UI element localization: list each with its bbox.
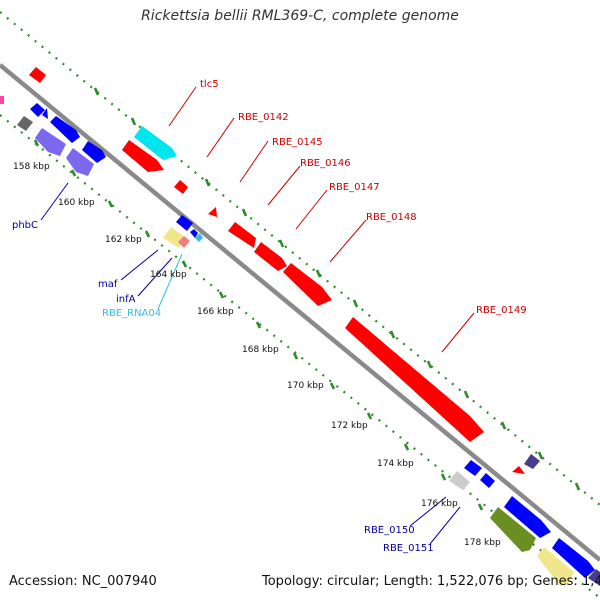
outer-guide-upper	[0, 11, 600, 506]
gene-rbe0147[interactable]	[228, 222, 256, 248]
gene-tlc5-trna[interactable]	[134, 126, 177, 160]
genome-backbone	[0, 63, 600, 562]
gene-blue-176[interactable]	[504, 496, 551, 538]
tick-label: 174 kbp	[377, 459, 414, 469]
gene-label-tlc5[interactable]: tlc5	[200, 79, 219, 90]
accession-value: NC_007940	[81, 574, 157, 589]
gene-label-infa[interactable]: infA	[116, 294, 136, 305]
gene-rbe0148a[interactable]	[254, 242, 287, 271]
gene-label-rbe0142[interactable]: RBE_0142	[238, 112, 289, 123]
gene-blue-infA[interactable]	[190, 229, 198, 238]
gene-cyan-rna[interactable]	[195, 233, 203, 242]
tick-label: 160 kbp	[58, 198, 95, 208]
gene-label-rbe0146[interactable]: RBE_0146	[300, 158, 351, 169]
gene-label-rbe0149[interactable]: RBE_0149	[476, 305, 527, 316]
forward-leaders	[168, 86, 475, 353]
gene-label-rbe0147[interactable]: RBE_0147	[329, 182, 380, 193]
gene-rbe0145[interactable]	[174, 180, 188, 194]
page-title: Rickettsia bellii RML369-C, complete gen…	[141, 8, 459, 24]
gene-label-rbe0145[interactable]: RBE_0145	[272, 137, 323, 148]
gene-rbe0146[interactable]	[208, 207, 217, 217]
gene-yellow-180[interactable]	[537, 547, 574, 586]
genes-value: 1,469	[581, 574, 600, 589]
tick-label: 178 kbp	[464, 538, 501, 548]
gene-pink-infA[interactable]	[178, 236, 190, 248]
tick-label: 162 kbp	[105, 235, 142, 245]
gene-grey-rbe0150[interactable]	[449, 471, 470, 490]
gene-blue-maf[interactable]	[176, 215, 193, 231]
tick-label: 176 kbp	[421, 499, 458, 509]
forward-gene-labels: tlc5 RBE_0142 RBE_0145 RBE_0146 RBE_0147…	[200, 79, 527, 316]
gene-label-rbe0148[interactable]: RBE_0148	[366, 212, 417, 223]
gene-label-rbe0150[interactable]: RBE_0150	[364, 525, 415, 536]
gene-label-rbe0151[interactable]: RBE_0151	[383, 543, 434, 554]
gene-navy-edge[interactable]	[588, 569, 600, 586]
length-value: 1,522,076 bp	[437, 574, 524, 589]
gene-blue-174b[interactable]	[480, 473, 495, 488]
topology-value: circular	[326, 574, 376, 589]
gene-blue-180[interactable]	[552, 538, 595, 578]
accession-footer: Accession: NC_007940	[9, 574, 157, 589]
gene-olive-178[interactable]	[490, 507, 536, 552]
genome-stats-footer: Topology: circular; Length: 1,522,076 bp…	[262, 574, 600, 589]
tick-label: 170 kbp	[287, 381, 324, 391]
gene-label-rbe-rna04[interactable]: RBE_RNA04	[102, 308, 161, 319]
gene-navy-small-right[interactable]	[524, 454, 540, 469]
gene-grey-a[interactable]	[17, 116, 33, 131]
length-label: Length:	[383, 574, 433, 589]
tick-label: 158 kbp	[13, 162, 50, 172]
gene-label-phbc[interactable]: phbC	[12, 220, 38, 231]
inner-ticks	[33, 139, 521, 542]
tick-label: 164 kbp	[150, 270, 187, 280]
reverse-genes	[0, 96, 600, 586]
gene-purple-phbC[interactable]	[66, 148, 94, 176]
forward-genes	[29, 67, 540, 474]
gene-rbe0148b[interactable]	[283, 263, 332, 306]
gene-blue-174a[interactable]	[464, 460, 482, 476]
gene-red-small-right[interactable]	[512, 466, 525, 474]
accession-label: Accession:	[9, 574, 78, 589]
tick-label: 166 kbp	[197, 307, 234, 317]
gene-rbe0149[interactable]	[345, 317, 484, 442]
topology-label: Topology:	[262, 574, 323, 589]
gene-label-maf[interactable]: maf	[98, 279, 118, 290]
gene-rbe0142[interactable]	[122, 140, 164, 172]
tick-label: 172 kbp	[331, 421, 368, 431]
gene-purple-a[interactable]	[35, 128, 66, 156]
gene-blue-b[interactable]	[42, 108, 48, 119]
tick-label: 168 kbp	[242, 345, 279, 355]
gene-blue-d[interactable]	[82, 141, 106, 163]
reverse-gene-labels: phbC maf infA RBE_RNA04 RBE_0150 RBE_015…	[12, 220, 434, 554]
gene-red-leftmost[interactable]	[29, 67, 46, 83]
gene-magenta-edge[interactable]	[0, 96, 4, 104]
genes-label: Genes:	[532, 574, 578, 589]
reverse-leaders	[40, 182, 461, 545]
kbp-labels: 158 kbp 160 kbp 162 kbp 164 kbp 166 kbp …	[13, 162, 501, 548]
gene-blue-c[interactable]	[50, 116, 80, 143]
gene-blue-a[interactable]	[30, 103, 45, 117]
